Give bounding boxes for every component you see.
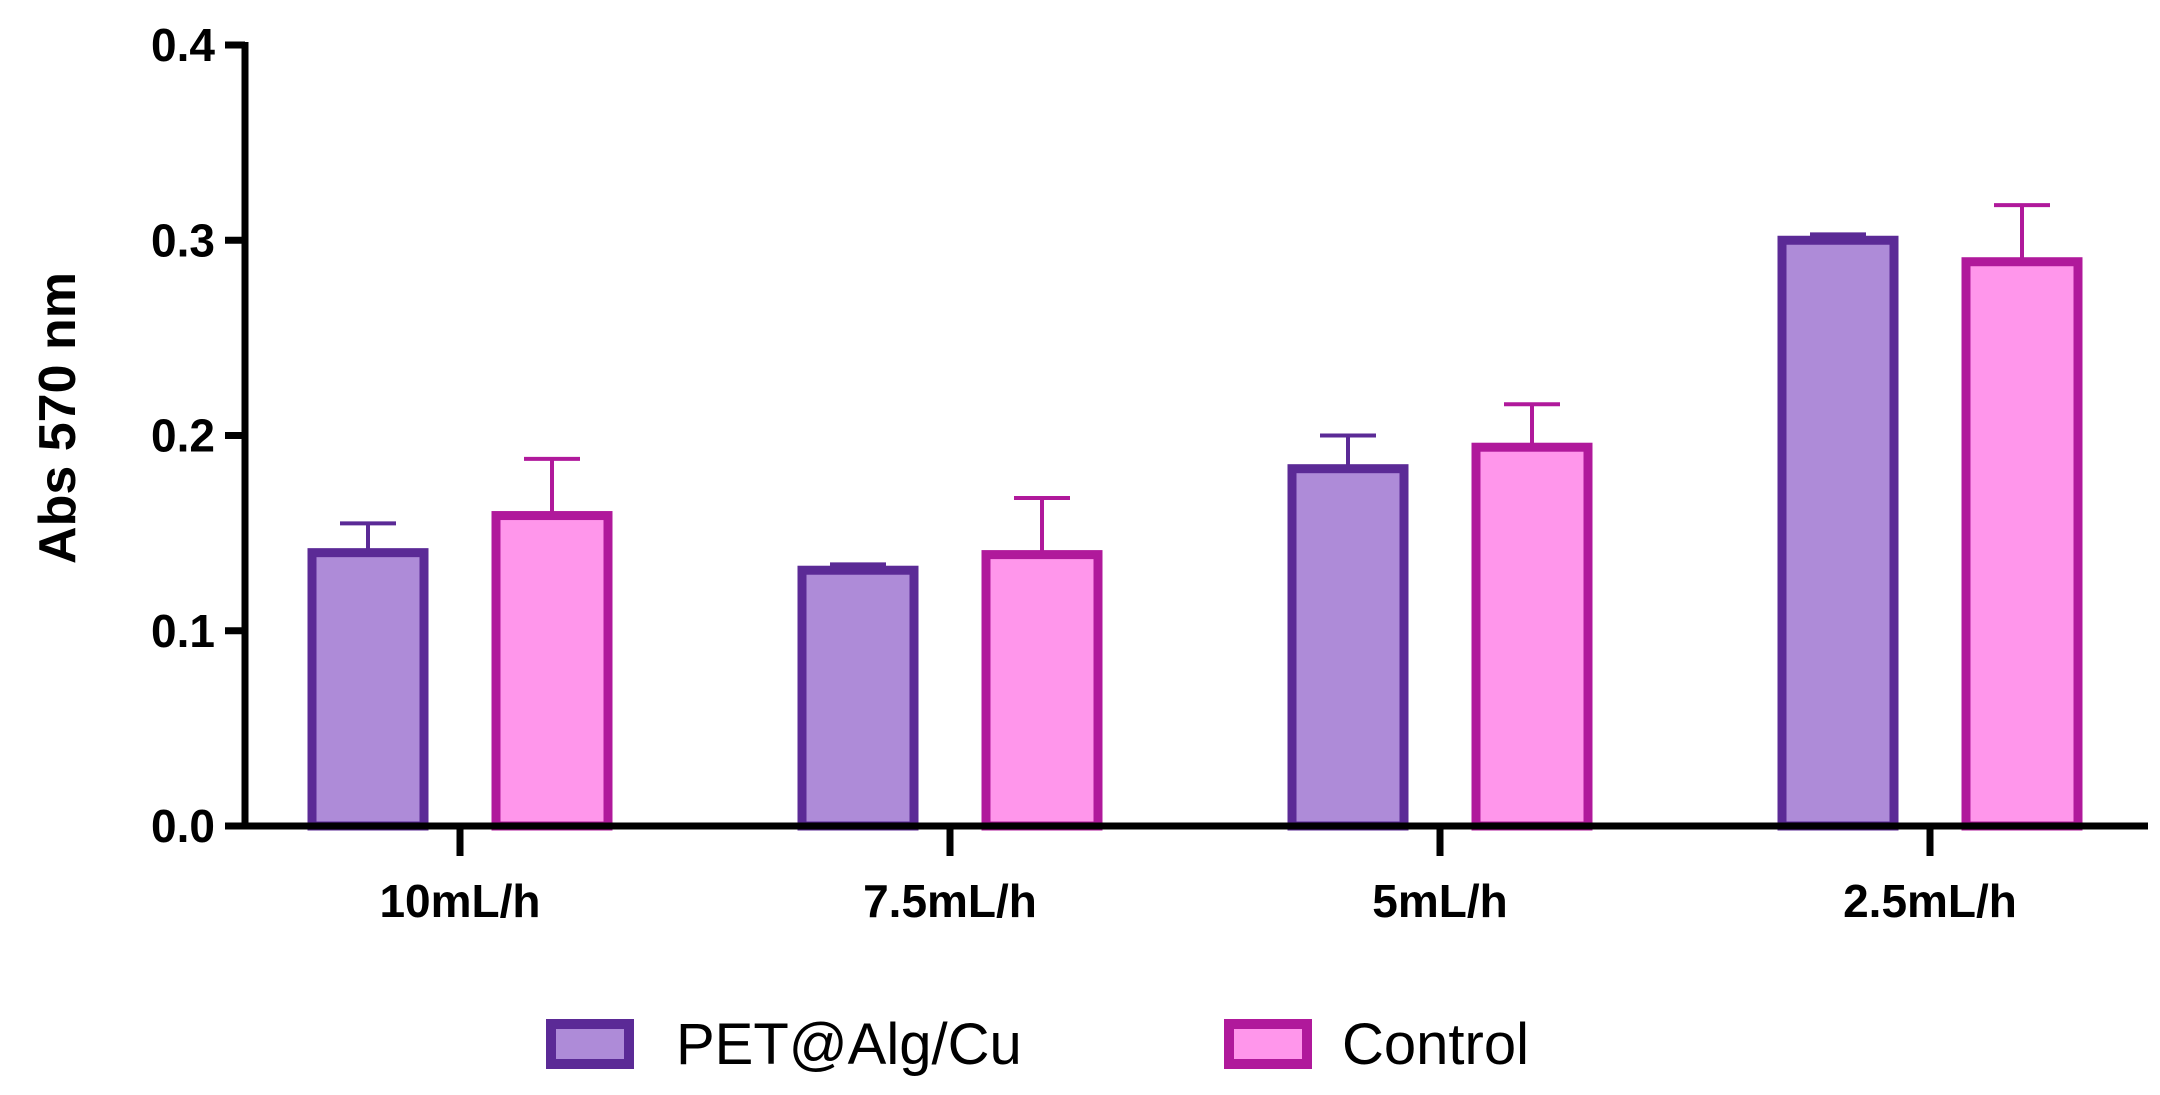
x-tick-label: 2.5mL/h: [1843, 875, 2017, 927]
legend-swatch-pet-alg-cu: [546, 1019, 634, 1069]
y-tick-label: 0.3: [151, 214, 215, 266]
y-tick-label: 0.4: [151, 19, 215, 71]
plot-area: 0.0 0.1 0.2 0.3 0.4 10mL/h 7.5mL/h 5mL/h 2.5mL/h: [151, 19, 2148, 927]
bar-control-7-5ml-h: [981, 550, 1103, 831]
bar-control-2-5ml-h: [1961, 257, 2083, 831]
bar-control-5ml-h: [1471, 442, 1593, 831]
legend-label-pet-alg-cu: PET@Alg/Cu: [676, 1012, 1022, 1077]
x-tick-label: 10mL/h: [379, 875, 540, 927]
bar-pet-alg-cu-7-5ml-h: [797, 565, 919, 831]
y-tick-label: 0.1: [151, 605, 215, 657]
bar-pet-alg-cu-10ml-h: [307, 548, 429, 831]
legend-label-control: Control: [1342, 1012, 1529, 1077]
legend-swatch-control: [1224, 1019, 1312, 1069]
y-tick-label: 0.2: [151, 410, 215, 462]
legend-item-pet-alg-cu: PET@Alg/Cu: [546, 1012, 1022, 1077]
bar-pet-alg-cu-5ml-h: [1287, 464, 1409, 831]
y-axis-title: Abs 570 nm: [29, 272, 87, 564]
legend: PET@Alg/Cu Control: [546, 1012, 1529, 1077]
bar-control-10ml-h: [491, 511, 613, 831]
y-tick-label: 0.0: [151, 800, 215, 852]
bar-pet-alg-cu-2-5ml-h: [1777, 235, 1899, 831]
legend-item-control: Control: [1224, 1012, 1529, 1077]
x-tick-label: 5mL/h: [1372, 875, 1507, 927]
x-tick-label: 7.5mL/h: [863, 875, 1037, 927]
